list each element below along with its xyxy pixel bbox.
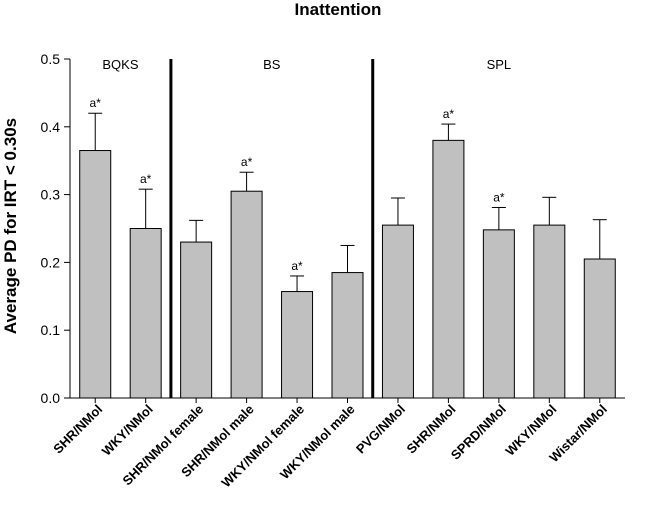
x-tick-label: SHR/NMol <box>50 402 105 457</box>
bar <box>331 272 364 399</box>
bars-layer: a* a* a* a* a* a* <box>79 96 616 399</box>
significance-label: a* <box>140 172 152 186</box>
bar <box>281 291 314 399</box>
y-tick-label: 0.0 <box>41 390 61 406</box>
bar <box>482 229 515 399</box>
bar <box>79 150 112 399</box>
significance-label: a* <box>291 259 303 273</box>
significance-label: a* <box>241 155 253 169</box>
group-label: SPL <box>487 57 512 72</box>
x-tick-label: PVG/NMol <box>353 402 408 457</box>
bar <box>129 228 162 399</box>
significance-label: a* <box>493 190 505 204</box>
bar <box>180 241 213 399</box>
bar <box>381 224 414 399</box>
y-tick-label: 0.2 <box>41 254 61 270</box>
group-label: BS <box>263 57 281 72</box>
bar <box>533 224 566 399</box>
significance-label: a* <box>90 96 102 110</box>
y-tick-label: 0.5 <box>41 51 61 67</box>
y-tick-label: 0.1 <box>41 322 61 338</box>
bar <box>230 190 263 399</box>
y-tick-label: 0.4 <box>41 119 61 135</box>
chart-title: Inattention <box>295 0 382 19</box>
significance-label: a* <box>443 107 455 121</box>
group-label: BQKS <box>102 57 138 72</box>
y-axis-label: Average PD for IRT < 0.30s <box>1 118 20 334</box>
bar <box>432 139 465 399</box>
y-tick-label: 0.3 <box>41 187 61 203</box>
bar <box>583 258 616 399</box>
